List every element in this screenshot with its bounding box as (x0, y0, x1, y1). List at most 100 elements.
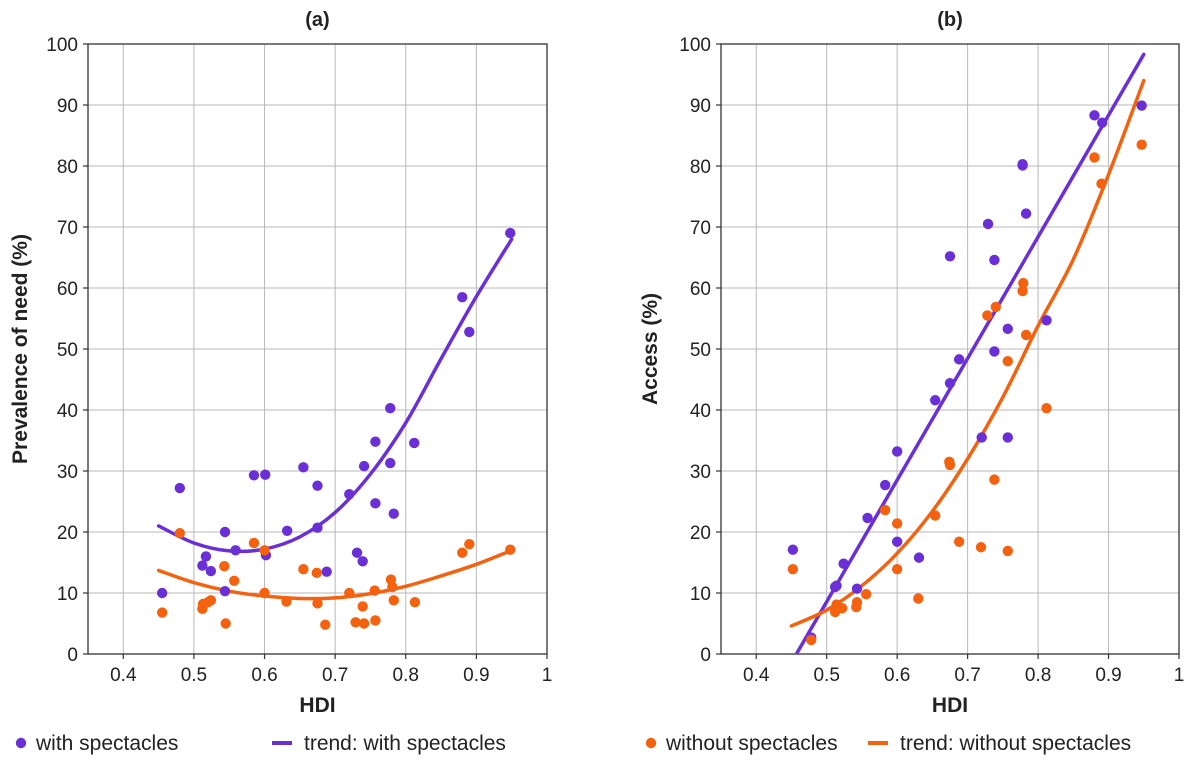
data-point (311, 567, 322, 579)
data-point (913, 593, 924, 604)
y-tick-label: 80 (690, 157, 711, 178)
y-axis-label: Prevalence of need (%) (9, 234, 32, 464)
data-point (891, 564, 903, 575)
data-point (891, 536, 903, 547)
data-point (248, 470, 260, 481)
y-tick-label: 10 (57, 584, 78, 605)
data-point (388, 595, 399, 606)
data-point (219, 526, 231, 538)
data-point (388, 508, 399, 519)
y-tick-label: 10 (690, 584, 711, 605)
legend-dot-marker (645, 737, 657, 749)
y-tick-label: 60 (690, 279, 711, 300)
data-point (156, 587, 168, 599)
x-tick-label: 1 (1174, 665, 1184, 686)
data-point (351, 547, 363, 558)
data-point (891, 446, 903, 457)
data-point (312, 522, 323, 533)
data-point (259, 587, 270, 599)
y-tick-label: 50 (57, 340, 78, 361)
data-point (1002, 432, 1013, 443)
data-point (944, 459, 956, 471)
legend-item: with spectacles (15, 732, 178, 755)
data-point (1020, 208, 1032, 219)
panel-title: (b) (937, 9, 963, 31)
trend-line (156, 237, 514, 554)
data-point (350, 617, 361, 628)
x-tick-label: 0.7 (954, 665, 980, 686)
x-tick-label: 0.9 (463, 665, 489, 686)
data-point (219, 585, 231, 597)
x-tick-label: 1 (542, 665, 553, 686)
legend-label: trend: with spectacles (304, 732, 506, 755)
data-point (838, 558, 849, 569)
y-tick-label: 0 (67, 645, 78, 666)
data-point (281, 596, 292, 607)
data-point (930, 395, 941, 406)
data-point (370, 615, 381, 626)
legend: with spectacles trend: with spectacles wit… (15, 732, 1131, 755)
data-point (1089, 110, 1100, 121)
data-point (281, 525, 293, 536)
data-point (1089, 152, 1100, 163)
data-point (197, 560, 208, 571)
data-point (990, 301, 1001, 313)
y-tick-label: 40 (57, 401, 78, 422)
data-point (913, 552, 925, 563)
data-point (464, 539, 475, 550)
data-point (1018, 277, 1029, 289)
data-point (344, 587, 355, 599)
data-point (836, 603, 848, 614)
y-tick-label: 30 (690, 462, 711, 483)
data-point (205, 595, 217, 606)
data-point (312, 598, 323, 609)
data-point (1020, 329, 1032, 341)
legend-dot-marker (15, 737, 27, 749)
trend-line (794, 52, 1146, 654)
data-point (505, 544, 516, 555)
data-point (1017, 285, 1028, 297)
data-point (312, 480, 323, 491)
data-point (205, 565, 217, 577)
x-tick-label: 0.5 (813, 665, 839, 686)
data-point (1002, 545, 1013, 557)
data-point (989, 346, 1000, 357)
data-point (320, 619, 331, 630)
data-point (944, 377, 956, 389)
data-point (298, 462, 309, 473)
legend-label: trend: without spectacles (900, 732, 1131, 755)
trend-line (156, 548, 514, 601)
data-point (370, 498, 381, 509)
data-point (220, 618, 231, 629)
data-point (975, 542, 987, 553)
data-point (831, 580, 842, 591)
y-tick-label: 20 (690, 523, 711, 544)
data-point (409, 437, 420, 449)
data-point (357, 601, 368, 612)
data-point (344, 488, 355, 500)
legend-item: without spectacles (645, 732, 838, 755)
data-point (851, 583, 863, 594)
data-point (464, 326, 475, 338)
data-point (1136, 139, 1147, 150)
y-tick-label: 40 (690, 401, 711, 422)
data-point (989, 474, 1000, 485)
legend-label: with spectacles (35, 732, 178, 755)
data-point (860, 589, 872, 600)
data-point (219, 560, 230, 572)
y-tick-label: 0 (700, 645, 711, 666)
data-point (358, 460, 370, 472)
x-tick-label: 0.6 (251, 665, 277, 686)
y-tick-label: 90 (690, 96, 711, 117)
x-axis-label: HDI (932, 694, 968, 717)
y-tick-label: 50 (690, 340, 711, 361)
data-point (259, 545, 270, 556)
data-point (357, 556, 368, 567)
data-point (387, 581, 398, 593)
data-point (787, 544, 799, 555)
y-tick-label: 100 (46, 35, 78, 56)
x-tick-label: 0.7 (322, 665, 348, 686)
data-point (370, 436, 381, 447)
data-point (891, 518, 903, 529)
